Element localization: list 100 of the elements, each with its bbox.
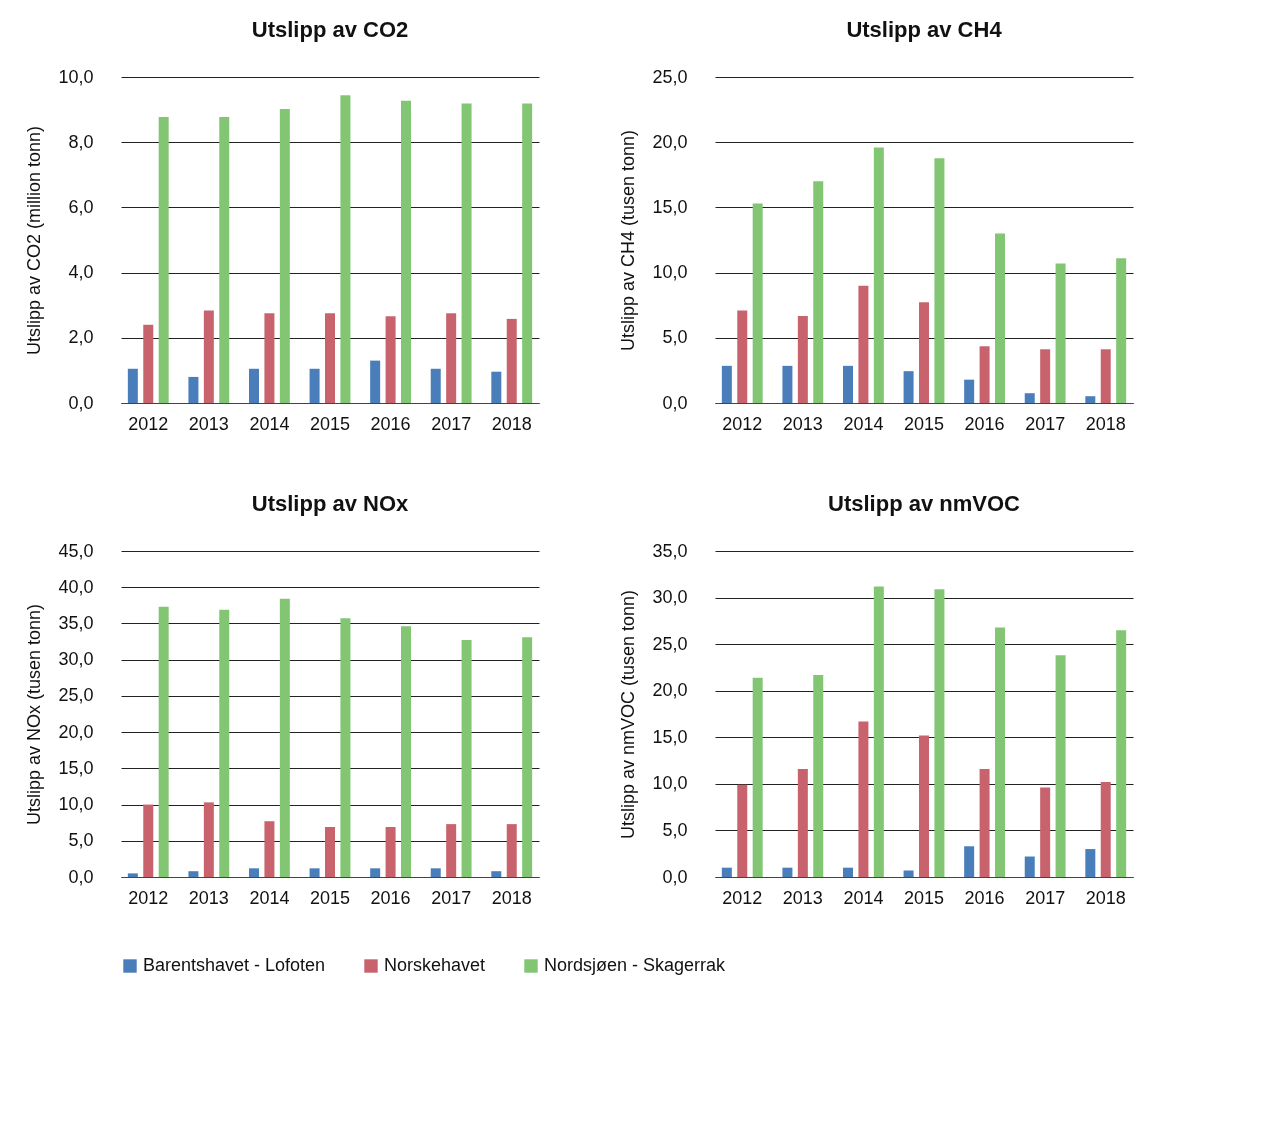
bar	[721, 867, 732, 877]
bar	[325, 827, 335, 877]
bar	[843, 867, 853, 877]
bar	[522, 637, 533, 877]
y-tick-label: 0,0	[662, 866, 688, 887]
bar	[506, 318, 517, 403]
x-tick-label: 2014	[843, 887, 884, 908]
x-tick-label: 2012	[722, 887, 763, 908]
bar	[1055, 655, 1066, 877]
bar	[340, 95, 351, 403]
y-axis-title: Utslipp av NOx (tusen tonn)	[24, 603, 45, 826]
bar	[995, 233, 1005, 403]
bar	[903, 870, 914, 877]
bar	[782, 365, 793, 403]
x-tick-label: 2012	[722, 413, 763, 434]
bar	[143, 324, 154, 403]
bar	[813, 674, 824, 877]
y-tick-label: 2,0	[68, 327, 94, 348]
legend-label: Barentshavet - Lofoten	[143, 955, 326, 975]
x-tick-label: 2017	[431, 413, 472, 434]
y-tick-label: 20,0	[652, 131, 688, 152]
bar	[203, 802, 214, 877]
bar	[797, 768, 808, 877]
bar	[264, 821, 275, 877]
y-tick-label: 8,0	[68, 131, 94, 152]
y-tick-label: 30,0	[58, 649, 94, 670]
bar	[1100, 349, 1111, 403]
bar	[1116, 258, 1127, 403]
x-tick-label: 2013	[188, 413, 229, 434]
bar	[203, 310, 214, 403]
y-tick-label: 15,0	[58, 757, 94, 778]
bar	[309, 368, 320, 403]
bar	[188, 376, 199, 403]
x-tick-label: 2017	[1025, 413, 1066, 434]
bar	[491, 371, 502, 403]
bar	[1055, 263, 1066, 403]
x-tick-label: 2016	[370, 887, 411, 908]
bar	[1085, 849, 1096, 877]
y-axis-title: Utslipp av CO2 (million tonn)	[24, 125, 45, 356]
bar	[309, 868, 320, 877]
bar	[340, 618, 351, 877]
bar	[934, 589, 945, 877]
x-tick-label: 2016	[964, 887, 1005, 908]
bar	[249, 868, 259, 877]
x-tick-label: 2018	[1085, 413, 1126, 434]
y-tick-label: 0,0	[68, 392, 94, 413]
bar	[279, 598, 290, 877]
bar	[461, 103, 472, 403]
x-tick-label: 2015	[903, 887, 945, 908]
bar	[127, 873, 138, 877]
bar	[401, 100, 411, 403]
y-tick-label: 45,0	[58, 540, 94, 561]
x-tick-label: 2015	[309, 887, 351, 908]
bar	[1040, 349, 1051, 403]
bar	[873, 147, 884, 403]
bar	[446, 313, 457, 403]
bar	[919, 302, 929, 403]
bar	[430, 868, 441, 877]
bar	[143, 804, 154, 877]
bar	[843, 365, 853, 403]
bar	[370, 360, 381, 403]
bar	[1040, 787, 1051, 877]
bar	[188, 871, 199, 877]
bar	[934, 158, 945, 403]
y-tick-label: 20,0	[58, 721, 94, 742]
y-tick-label: 30,0	[652, 587, 688, 608]
bar	[506, 824, 517, 877]
bar	[249, 368, 259, 403]
x-tick-label: 2017	[431, 887, 472, 908]
y-tick-label: 5,0	[662, 327, 688, 348]
bar	[752, 677, 763, 877]
bar	[903, 371, 914, 403]
bar	[979, 768, 990, 877]
y-tick-label: 35,0	[58, 612, 94, 633]
y-tick-label: 25,0	[58, 685, 94, 706]
y-tick-label: 0,0	[68, 866, 94, 887]
bar	[737, 784, 748, 877]
y-tick-label: 35,0	[652, 540, 688, 561]
y-tick-label: 6,0	[68, 196, 94, 217]
x-tick-label: 2013	[782, 887, 823, 908]
bar	[964, 379, 975, 403]
x-tick-label: 2012	[128, 413, 169, 434]
x-tick-label: 2015	[903, 413, 945, 434]
y-tick-label: 10,0	[652, 773, 688, 794]
x-tick-label: 2012	[128, 887, 169, 908]
legend-label: Nordsjøen - Skagerrak	[544, 955, 727, 975]
bar	[782, 867, 793, 877]
bar	[127, 368, 138, 403]
bar	[721, 365, 732, 403]
y-tick-label: 5,0	[68, 830, 94, 851]
chart-title: Utslipp av nmVOC	[828, 491, 1021, 516]
bar	[858, 285, 869, 403]
bar	[737, 310, 748, 403]
bar	[219, 117, 230, 403]
y-tick-label: 15,0	[652, 726, 688, 747]
y-tick-label: 20,0	[652, 680, 688, 701]
y-tick-label: 10,0	[58, 66, 94, 87]
bar	[219, 609, 230, 877]
y-axis-title: Utslipp av CH4 (tusen tonn)	[618, 129, 639, 352]
bar	[995, 627, 1005, 877]
